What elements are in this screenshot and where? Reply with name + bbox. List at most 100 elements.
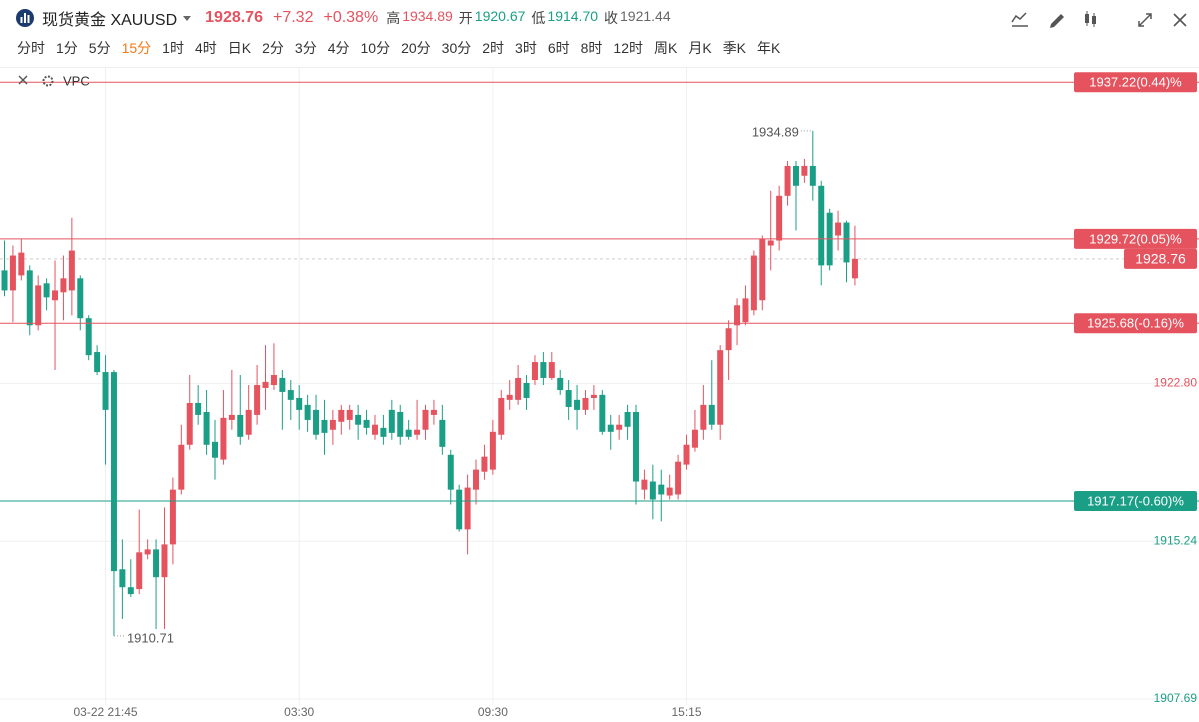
candle-body — [633, 411, 639, 482]
candle-body — [691, 429, 698, 448]
dropdown[interactable] — [181, 13, 193, 23]
symbol[interactable]: 现货黄金 XAUUSD — [42, 12, 178, 29]
candle-body — [60, 278, 67, 293]
candle-body — [77, 278, 84, 319]
stat-label: 低 — [531, 10, 546, 26]
candle-body — [809, 165, 816, 186]
candle-body — [414, 429, 421, 435]
y-tick-label: 1915.24 — [1154, 533, 1198, 547]
timeframe-tab[interactable]: 4时 — [194, 40, 217, 56]
level-label-box — [1074, 490, 1197, 511]
close-icon — [18, 75, 28, 85]
change: +7.32 — [272, 9, 314, 26]
candle-body — [26, 270, 33, 326]
candle-body — [641, 479, 648, 490]
level-label: 1937.22(0.44)% — [1089, 75, 1182, 90]
candle-body — [304, 404, 311, 420]
logo — [16, 9, 34, 27]
candle-body — [52, 290, 59, 301]
candle-body — [161, 544, 168, 578]
candle-body — [792, 165, 799, 186]
stat-label: 高 — [386, 10, 401, 26]
timeframe-tab[interactable]: 1分 — [56, 40, 78, 56]
candle-body — [851, 258, 858, 279]
toolbar[interactable] — [1005, 4, 1195, 34]
timeframe-tab[interactable]: 30分 — [441, 40, 472, 56]
stat-value: 1921.44 — [620, 8, 671, 24]
timeframe-tabs: 分时 1分 5分 15分 1时 4时 日K 2分 3分 4分 10分 20分 30分 2时 3时 6时 8时 12… — [17, 38, 780, 60]
candle-body — [371, 424, 378, 435]
candle-body — [776, 195, 783, 241]
indicator-name: VPC — [63, 73, 90, 88]
candle-body — [742, 298, 749, 323]
candle-body — [548, 362, 555, 378]
timeframe-tab[interactable]: 12时 — [613, 40, 643, 56]
x-tick-label: 03-22 21:45 — [74, 705, 138, 719]
candle-body — [363, 419, 370, 428]
candle-body — [801, 165, 808, 176]
timeframe-tab[interactable]: 季K — [722, 40, 747, 56]
indicator-row[interactable]: VPC — [18, 73, 90, 88]
candle-body — [649, 481, 656, 500]
timeframe-tab[interactable]: 月K — [688, 40, 712, 56]
candle-body — [270, 375, 277, 386]
timeframe-tab[interactable]: 1时 — [162, 40, 184, 56]
candle-body — [397, 411, 404, 437]
candle-body — [110, 372, 117, 572]
candle-body — [498, 397, 505, 435]
candle-body — [169, 489, 176, 545]
candle-body — [708, 404, 715, 425]
candle-body — [178, 444, 185, 490]
candle-body — [338, 409, 345, 422]
candle-body — [658, 484, 665, 495]
candle-body — [85, 318, 92, 356]
candle-body — [582, 397, 589, 410]
timeframe-tab[interactable]: 3分 — [294, 40, 317, 56]
candle-body — [666, 487, 673, 496]
candle-body — [119, 569, 126, 588]
timeframe-tab[interactable]: 20分 — [401, 40, 431, 56]
timeframe-tab[interactable]: 3时 — [515, 40, 537, 56]
candle-body — [818, 185, 825, 266]
candle-body — [734, 305, 741, 326]
last-price-box — [1124, 248, 1197, 269]
stat-label: 开 — [458, 10, 473, 26]
timeframe-tab[interactable]: 年K — [757, 40, 781, 56]
candle-body — [700, 404, 707, 430]
candle-body — [237, 414, 244, 437]
timeframe-tab[interactable]: 周K — [654, 40, 678, 56]
candle-body — [153, 549, 160, 578]
level-label: 1925.68(-0.16)% — [1087, 316, 1184, 331]
candle-body — [574, 399, 581, 410]
timeframe-tab[interactable]: 15分 — [121, 40, 152, 56]
candle-body — [212, 441, 218, 458]
candle-body — [717, 350, 724, 425]
candle-body — [102, 372, 109, 410]
candle-body — [464, 487, 471, 530]
candle-body — [35, 285, 42, 326]
candle-body — [405, 429, 412, 437]
candle-body — [388, 409, 395, 433]
timeframe-tab[interactable]: 4分 — [327, 40, 350, 56]
timeframe-tab[interactable]: 分时 — [17, 40, 45, 56]
candle-body — [380, 427, 387, 437]
candle-body — [616, 424, 623, 430]
candle-body — [531, 362, 538, 381]
candle-body — [195, 402, 202, 415]
settings-icon — [42, 75, 54, 87]
timeframe-tab[interactable]: 6时 — [547, 40, 570, 56]
timeframe-tab[interactable]: 2分 — [262, 40, 284, 56]
timeframe-tab[interactable]: 2时 — [482, 40, 505, 56]
candle-body — [203, 411, 210, 445]
stats: 高 1934.89 开 1920.67 低 1914.70 收 1921.44 — [386, 8, 670, 28]
candle-body — [144, 549, 151, 555]
timeframe-tab[interactable]: 5分 — [88, 40, 111, 56]
timeframe-tab[interactable]: 日K — [227, 40, 252, 56]
candle-body — [843, 222, 850, 263]
candle-body — [481, 456, 488, 472]
candle-body — [430, 409, 437, 415]
timeframe-tab[interactable]: 10分 — [360, 40, 391, 56]
timeframe-tab[interactable]: 8时 — [580, 40, 603, 56]
level-label: 1917.17(-0.60)% — [1087, 493, 1184, 508]
